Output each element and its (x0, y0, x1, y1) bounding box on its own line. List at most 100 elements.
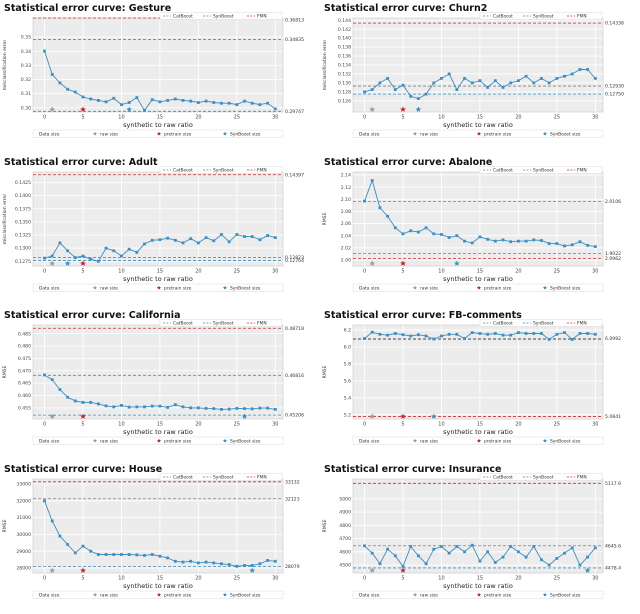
y-tick-label: 0.475 (18, 356, 31, 362)
right-value-label: 5.0841 (605, 414, 621, 420)
x-tick-label: 25 (234, 422, 240, 428)
data-point (586, 243, 590, 247)
pretrain-legend-star (156, 131, 162, 136)
data-point (578, 239, 582, 243)
plot-area (352, 171, 604, 266)
data-point (89, 549, 93, 553)
data-point (127, 247, 131, 251)
data-point (250, 407, 254, 411)
data-point (393, 553, 397, 557)
x-tick-label: 5 (401, 422, 404, 428)
data-point (81, 95, 85, 99)
data-point (493, 239, 497, 243)
data-point (486, 332, 490, 336)
data-point (143, 242, 146, 245)
pretrain-legend-label: pretrain size (164, 131, 192, 137)
pretrain-legend-star (156, 285, 162, 290)
data-point (243, 563, 246, 567)
y-tick-label: 0.132 (338, 72, 351, 78)
right-value-label: 0.14336 (605, 21, 624, 27)
y-tick-label: 0.130 (338, 81, 351, 87)
y-tick-label: 5.4 (344, 395, 351, 401)
x-tick-label: 20 (195, 268, 201, 274)
right-value-label: 0.34835 (285, 37, 304, 43)
x-tick-label: 25 (554, 268, 560, 274)
x-tick-label: 25 (554, 422, 560, 428)
data-point (81, 544, 85, 548)
x-tick-label: 30 (592, 575, 598, 581)
data-point (89, 401, 93, 404)
x-tick-label: 5 (81, 115, 84, 121)
data-point (486, 549, 490, 553)
raw-legend-star (412, 592, 418, 597)
pretrain-size-star (400, 106, 406, 112)
data-point (220, 407, 223, 411)
data-point (363, 543, 366, 547)
data-point (570, 545, 574, 549)
x-tick-label: 10 (438, 268, 444, 274)
y-tick-label: 2.12 (341, 184, 351, 190)
data-point (227, 562, 231, 566)
y-tick-label: 0.1400 (15, 193, 31, 199)
data-point (378, 205, 382, 209)
raw-size-star (49, 413, 56, 419)
catboost-legend-label: CatBoost (493, 167, 513, 173)
y-axis-label: RMSE (2, 365, 8, 378)
legend-markers: Data size raw size pretrain size SynBoost s… (32, 283, 284, 292)
data-point (455, 233, 459, 237)
chart-panel-5: Statistical error curve: California 0.455… (0, 307, 320, 461)
y-tick-label: 29000 (16, 548, 31, 554)
synboost-legend-label: SynBoost (533, 167, 554, 173)
data-point (586, 68, 590, 71)
data-point (204, 560, 208, 563)
data-point (447, 235, 451, 239)
data-point (220, 232, 223, 236)
y-tick-label: 2.14 (341, 172, 351, 178)
y-tick-label: 0.136 (338, 54, 351, 60)
legend-box (159, 165, 283, 174)
raw-legend-label: raw size (100, 131, 118, 137)
legend-lines: CatBoost SynBoost FMN (479, 319, 603, 327)
data-point (43, 49, 46, 53)
right-value-label: 0.36813 (285, 18, 304, 24)
pretrain-size-star (400, 413, 406, 419)
data-point (455, 332, 459, 336)
data-point (424, 92, 428, 96)
x-tick-label: 10 (438, 115, 444, 121)
data-point (196, 101, 200, 104)
data-point (212, 561, 216, 564)
chart-title: Statistical error curve: Insurance (324, 464, 501, 475)
data-point (455, 88, 459, 92)
data-point (150, 238, 154, 242)
data-point (181, 99, 185, 102)
raw-legend-label: raw size (420, 131, 438, 137)
data-size-legend-label: Data size (39, 592, 60, 598)
x-tick-label: 25 (554, 115, 560, 121)
data-point (96, 259, 100, 263)
legend-lines: CatBoost SynBoost FMN (479, 472, 603, 481)
y-tick-label: 0.470 (18, 368, 31, 374)
y-tick-label: 0.142 (338, 27, 351, 33)
right-value-label: 2.0962 (605, 256, 621, 262)
synboost-legend-label: SynBoost size (230, 438, 261, 444)
data-point (266, 406, 270, 410)
chart-panel-2: Statistical error curve: Churn2 0.126 0.12… (320, 0, 640, 154)
y-axis-label: misclassification error (2, 40, 8, 91)
y-axis-label: misclassification error (322, 40, 328, 91)
pretrain-legend-star (476, 285, 482, 290)
y-tick-label: 2.00 (341, 257, 351, 263)
legend-markers: Data size raw size pretrain size SynBoost s… (352, 283, 604, 292)
data-point (401, 83, 405, 87)
right-value-label: 0.14397 (285, 172, 304, 178)
data-point (393, 225, 397, 229)
pretrain-legend-star (156, 592, 162, 597)
data-point (227, 101, 231, 105)
fmn-legend-label: FMN (257, 474, 267, 480)
data-point (104, 552, 108, 556)
chart-title: Statistical error curve: House (4, 464, 162, 475)
y-tick-label: 0.455 (18, 405, 31, 411)
data-point (66, 542, 70, 546)
y-tick-label: 33000 (16, 481, 31, 487)
data-point (127, 405, 131, 409)
legend-lines: CatBoost SynBoost FMN (159, 165, 283, 174)
